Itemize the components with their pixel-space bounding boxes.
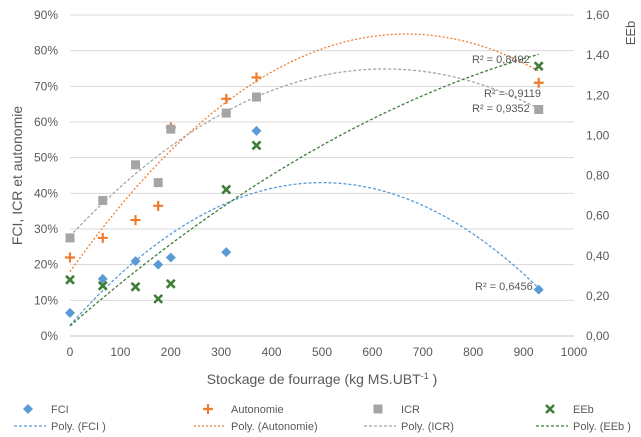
y-right-tick-label: 0,60 [586, 209, 610, 223]
y-right-tick-label: 1,40 [586, 48, 610, 62]
x-tick-label: 400 [262, 345, 282, 359]
point-fci [533, 284, 544, 295]
y-left-tick-label: 80% [34, 44, 58, 58]
y-left-tick-label: 20% [34, 258, 58, 272]
trendline-eeb [69, 53, 539, 327]
x-tick-label: 500 [312, 345, 332, 359]
legend-trend-label: Poly. (ICR) [401, 421, 454, 433]
y-left-tick-label: 10% [34, 293, 58, 307]
y-right-tick-label: 1,60 [586, 8, 610, 22]
point-fci [97, 273, 108, 284]
point-icr [131, 160, 141, 170]
x-tick-label: 800 [463, 345, 483, 359]
point-fci [221, 247, 232, 258]
legend-trend-label: Poly. (FCI ) [51, 421, 106, 433]
x-axis-title: Stockage de fourrage (kg MS.UBT-1 ) [207, 371, 438, 387]
point-eeb [251, 140, 262, 151]
point-icr [534, 105, 544, 115]
x-tick-label: 700 [413, 345, 433, 359]
x-tick-label: 300 [211, 345, 231, 359]
r2-label-icr: R² = 0,9352 [472, 103, 530, 115]
point-autonomie [251, 72, 262, 83]
trendline-fci [69, 181, 540, 326]
point-eeb [65, 274, 75, 285]
point-eeb [153, 293, 164, 304]
point-fci [165, 252, 176, 263]
trendline-autonomie [69, 33, 540, 273]
y-left-tick-label: 60% [34, 115, 58, 129]
y-left-tick-label: 70% [34, 79, 58, 93]
point-eeb [97, 280, 108, 291]
x-tick-label: 1000 [561, 345, 588, 359]
point-icr [153, 178, 163, 188]
point-icr [221, 108, 231, 118]
y-left-tick-label: 90% [34, 8, 58, 22]
trendline-icr [69, 68, 539, 237]
point-fci [65, 307, 75, 318]
legend-trend-label: Poly. (Autonomie) [231, 421, 318, 433]
x-tick-label: 200 [161, 345, 181, 359]
point-eeb [221, 184, 232, 195]
x-axis-title-sup: -1 [421, 371, 429, 381]
legend-marker-icr [373, 404, 383, 414]
legend-marker-autonomie [203, 404, 213, 414]
point-icr [166, 124, 176, 134]
point-fci [153, 259, 164, 270]
point-fci [130, 256, 141, 267]
trendlines [69, 33, 540, 327]
legend-label: FCI [51, 404, 69, 416]
legend-label: Autonomie [231, 404, 284, 416]
y-right-tick-label: 0,80 [586, 169, 610, 183]
point-autonomie [533, 77, 544, 88]
y-left-tick-label: 0% [41, 329, 59, 343]
point-autonomie [97, 232, 108, 243]
y-left-tick-label: 50% [34, 151, 58, 165]
r2-label-eeb: R² = 0,9119 [484, 88, 541, 100]
point-icr [98, 195, 108, 205]
point-autonomie [130, 215, 141, 226]
x-tick-label: 900 [514, 345, 534, 359]
legend-trend-label: Poly. (EEb ) [573, 421, 631, 433]
r2-label-fci: R² = 0,6456 [475, 281, 533, 293]
y-right-tick-label: 1,00 [586, 128, 610, 142]
r2-labels: R² = 0,6456 R² = 0,8492 R² = 0,9352 R² = 0,… [472, 54, 541, 293]
point-icr [251, 92, 261, 102]
legend-marker-eeb [545, 404, 555, 414]
r2-label-autonomie: R² = 0,8492 [472, 54, 530, 66]
point-autonomie [65, 252, 75, 263]
y-left-tick-label: 40% [34, 186, 58, 200]
point-autonomie [221, 93, 232, 104]
x-tick-label: 0 [67, 345, 74, 359]
point-autonomie [153, 200, 164, 211]
point-eeb [165, 278, 176, 289]
x-tick-label: 100 [110, 345, 130, 359]
legend-label: EEb [573, 404, 594, 416]
point-icr [65, 233, 75, 243]
legend-label: ICR [401, 404, 420, 416]
x-tick-label: 600 [362, 345, 382, 359]
legend-marker-fci [23, 404, 33, 414]
y-right-tick-label: 0,20 [586, 289, 610, 303]
y-left-axis-title: FCI, ICR et autonomie [9, 106, 25, 245]
y-right-tick-label: 0,00 [586, 329, 610, 343]
point-fci [251, 125, 262, 136]
legend: FCI Poly. (FCI ) Autonomie Poly. (Autonomie… [14, 404, 631, 433]
point-eeb [533, 61, 544, 72]
x-axis-title-main: Stockage de fourrage (kg MS.UBT [207, 371, 421, 387]
y-left-tick-label: 30% [34, 222, 58, 236]
y-right-tick-label: 1,20 [586, 88, 610, 102]
point-eeb [130, 281, 141, 292]
y-right-axis-title: EEb [623, 21, 638, 46]
x-axis-title-end: ) [429, 371, 438, 387]
axes: 0% 10% 20% 30% 40% 50% 60% 70% 80% 90% 0,00 0,20 0,4… [9, 8, 638, 387]
data-points [65, 61, 544, 318]
y-right-tick-label: 0,40 [586, 249, 610, 263]
